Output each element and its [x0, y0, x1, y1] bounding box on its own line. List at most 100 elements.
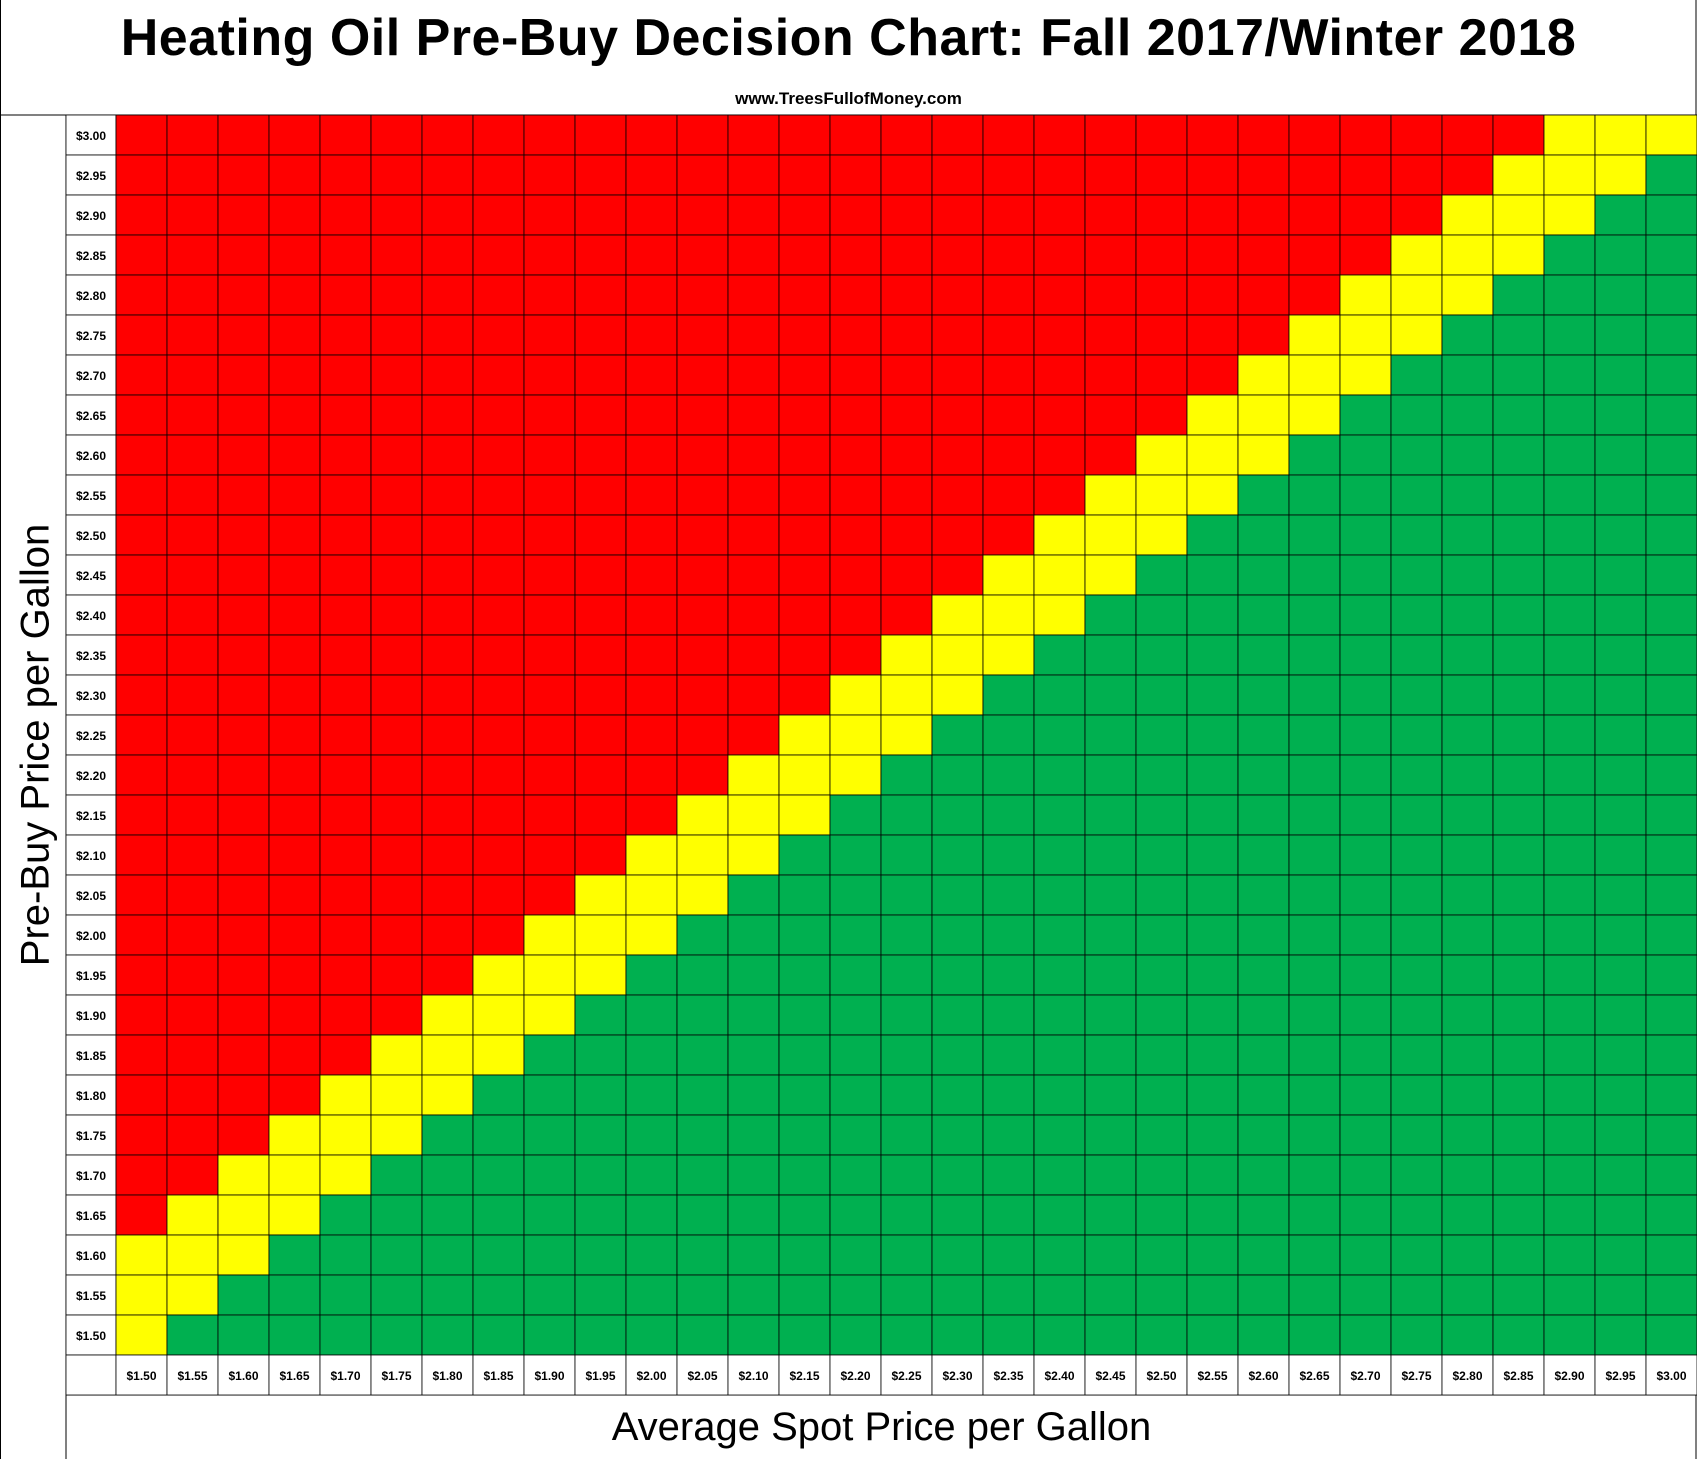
heatmap-cell	[421, 794, 474, 836]
heatmap-cell	[1084, 474, 1137, 516]
heatmap-cell	[931, 754, 984, 796]
heatmap-cell	[370, 714, 423, 756]
heatmap-cell	[472, 1074, 525, 1116]
heatmap-cell	[166, 794, 219, 836]
heatmap-cell	[1084, 754, 1137, 796]
heatmap-cell	[982, 914, 1035, 956]
heatmap-cell	[1084, 154, 1137, 196]
heatmap-cell	[625, 594, 678, 636]
heatmap-cell	[268, 1274, 321, 1316]
heatmap-cell	[472, 114, 525, 156]
heatmap-cell	[625, 1114, 678, 1156]
heatmap-cell	[217, 994, 270, 1036]
heatmap-cell	[268, 914, 321, 956]
heatmap-cell	[523, 714, 576, 756]
heatmap-cell	[574, 674, 627, 716]
heatmap-cell	[1288, 914, 1341, 956]
heatmap-cell	[115, 1234, 168, 1276]
heatmap-cell	[931, 154, 984, 196]
y-tick-label: $2.10	[76, 849, 106, 863]
heatmap-cell	[880, 594, 933, 636]
heatmap-cell	[421, 954, 474, 996]
heatmap-cell	[1441, 474, 1494, 516]
y-tick-label: $3.00	[76, 129, 106, 143]
heatmap-cell	[1594, 754, 1647, 796]
heatmap-cell	[1339, 114, 1392, 156]
heatmap-cell	[1390, 794, 1443, 836]
heatmap-cell	[1441, 634, 1494, 676]
x-tick-cell	[880, 1354, 933, 1396]
heatmap-cell	[1645, 754, 1697, 796]
heatmap-cell	[676, 1074, 729, 1116]
heatmap-cell	[1390, 874, 1443, 916]
heatmap-cell	[1135, 594, 1188, 636]
heatmap-cell	[1186, 354, 1239, 396]
heatmap-cell	[982, 514, 1035, 556]
y-tick-label: $2.00	[76, 929, 106, 943]
heatmap-cell	[829, 634, 882, 676]
heatmap-cell	[1186, 1114, 1239, 1156]
heatmap-cell	[370, 754, 423, 796]
heatmap-cell	[676, 194, 729, 236]
heatmap-cell	[421, 674, 474, 716]
heatmap-cell	[1237, 794, 1290, 836]
heatmap-cell	[1441, 234, 1494, 276]
heatmap-cell	[1390, 954, 1443, 996]
heatmap-cell	[319, 554, 372, 596]
heatmap-cell	[1594, 714, 1647, 756]
heatmap-cell	[778, 154, 831, 196]
heatmap-cell	[727, 394, 780, 436]
heatmap-cell	[319, 1114, 372, 1156]
heatmap-cell	[778, 314, 831, 356]
heatmap-cell	[166, 674, 219, 716]
heatmap-cell	[1645, 554, 1697, 596]
heatmap-cell	[421, 314, 474, 356]
heatmap-cell	[421, 874, 474, 916]
heatmap-cell	[1186, 234, 1239, 276]
heatmap-cell	[1237, 674, 1290, 716]
heatmap-cell	[217, 1274, 270, 1316]
heatmap-cell	[1492, 514, 1545, 556]
heatmap-cell	[1186, 834, 1239, 876]
heatmap-cell	[268, 314, 321, 356]
heatmap-cell	[574, 1154, 627, 1196]
y-tick-label: $1.95	[76, 969, 106, 983]
heatmap-cell	[319, 594, 372, 636]
heatmap-cell	[1135, 554, 1188, 596]
heatmap-cell	[1339, 314, 1392, 356]
heatmap-cell	[268, 274, 321, 316]
heatmap-cell	[778, 194, 831, 236]
heatmap-cell	[829, 994, 882, 1036]
heatmap-cell	[319, 114, 372, 156]
heatmap-cell	[574, 1274, 627, 1316]
heatmap-cell	[1288, 834, 1341, 876]
heatmap-cell	[1543, 1314, 1596, 1356]
heatmap-cell	[1492, 154, 1545, 196]
heatmap-cell	[421, 1314, 474, 1356]
heatmap-cell	[1441, 674, 1494, 716]
heatmap-cell	[1543, 194, 1596, 236]
heatmap-cell	[1390, 1034, 1443, 1076]
heatmap-cell	[676, 714, 729, 756]
heatmap-cell	[1594, 274, 1647, 316]
heatmap-cell	[319, 834, 372, 876]
heatmap-cell	[1033, 1234, 1086, 1276]
heatmap-cell	[625, 434, 678, 476]
heatmap-cell	[880, 1274, 933, 1316]
heatmap-cell	[982, 1274, 1035, 1316]
heatmap-cell	[1288, 274, 1341, 316]
heatmap-cell	[1543, 514, 1596, 556]
x-tick-label: $1.65	[279, 1369, 309, 1383]
y-tick-label: $2.50	[76, 529, 106, 543]
heatmap-cell	[574, 194, 627, 236]
heatmap-cell	[217, 594, 270, 636]
heatmap-cell	[523, 474, 576, 516]
heatmap-cell	[166, 1234, 219, 1276]
heatmap-cell	[1441, 314, 1494, 356]
heatmap-cell	[1135, 474, 1188, 516]
heatmap-cell	[931, 1154, 984, 1196]
heatmap-cell	[1492, 834, 1545, 876]
heatmap-cell	[1033, 994, 1086, 1036]
y-tick-label: $1.80	[76, 1089, 106, 1103]
heatmap-cell	[727, 1314, 780, 1356]
